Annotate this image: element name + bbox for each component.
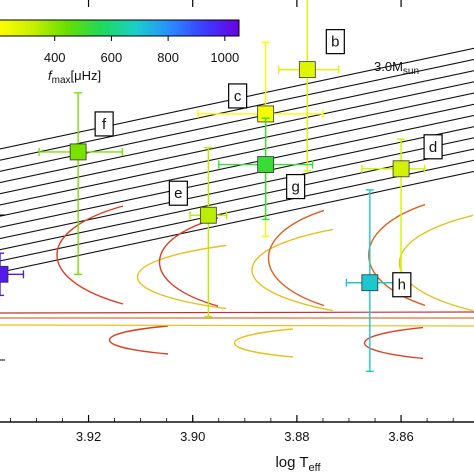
x-axis-label: log Teff <box>275 454 321 474</box>
evolutionary-track-hook <box>268 209 325 307</box>
star-point <box>0 252 25 297</box>
track-mass-sub: sun <box>403 66 419 77</box>
evolutionary-track-hook <box>251 228 334 312</box>
colorbar-ticks: 400 600 800 1000 <box>44 36 239 65</box>
colorbar-tick-label: 1000 <box>210 50 239 65</box>
star-point-f: f <box>38 92 124 275</box>
x-tick-label: 3.92 <box>76 429 101 444</box>
colorbar-label-main: f <box>48 68 53 83</box>
colorbar-label: fmax[μHz] <box>48 68 101 86</box>
point-label: f <box>102 116 107 133</box>
colorbar: 400 600 800 1000 fmax[μHz] <box>0 19 240 86</box>
evolutionary-track-line <box>0 137 474 240</box>
point-marker <box>392 160 410 178</box>
point-label: c <box>234 88 242 105</box>
evolutionary-track-line <box>0 324 474 327</box>
evolutionary-track-line <box>0 114 474 217</box>
star-point-g: g <box>218 117 314 221</box>
plot-frame <box>0 421 474 423</box>
star-point-h: h <box>345 189 412 373</box>
evolutionary-track-hook <box>159 217 219 307</box>
point-label-box <box>286 173 306 200</box>
colorbar-tick-label: 800 <box>157 50 179 65</box>
colorbar-label-sub: max <box>52 75 71 86</box>
evolutionary-track-line <box>0 81 474 184</box>
point-label: g <box>291 179 299 196</box>
evolutionary-track-line <box>0 126 474 228</box>
track-mass-annotation: 3.0Msun <box>374 59 419 77</box>
point-marker <box>298 61 316 79</box>
track-mass-main: 3.0M <box>374 59 403 74</box>
point-marker <box>0 265 9 283</box>
point-label-box <box>325 29 345 55</box>
data-points: b c d e f g h <box>0 0 443 373</box>
colorbar-label-unit: [μHz] <box>71 68 102 83</box>
evolutionary-track-hook <box>56 205 124 305</box>
point-marker <box>361 274 379 292</box>
evolutionary-track-hook <box>137 244 227 310</box>
evolutionary-track-hook <box>363 326 424 360</box>
point-label-box <box>228 83 248 109</box>
point-marker <box>199 206 217 224</box>
x-axis-ticks: 3.92 3.90 3.88 3.86 <box>0 0 454 444</box>
evolutionary-track-line <box>0 170 474 273</box>
point-label-box <box>423 134 443 160</box>
x-axis-label-main: log T <box>275 454 308 471</box>
point-label: b <box>331 34 339 51</box>
evolutionary-track-line <box>0 103 474 206</box>
star-point-e: e <box>168 146 228 318</box>
evolutionary-tracks <box>0 47 474 360</box>
colorbar-tick-label: 600 <box>101 50 123 65</box>
colorbar-tick-label: 400 <box>44 50 66 65</box>
x-tick-label: 3.86 <box>388 429 413 444</box>
point-label-box <box>392 272 412 298</box>
point-label-box <box>94 111 114 137</box>
x-tick-label: 3.90 <box>180 429 205 444</box>
point-label-box <box>168 180 188 206</box>
x-axis-label-sub: eff <box>309 462 322 474</box>
colorbar-gradient <box>0 19 240 37</box>
point-label: e <box>174 185 182 202</box>
point-marker <box>257 156 275 173</box>
evolutionary-track-hook <box>108 325 169 355</box>
point-label: h <box>398 277 406 294</box>
point-marker <box>69 143 87 161</box>
star-point-d: d <box>361 134 443 280</box>
star-point-b: b <box>277 0 345 172</box>
x-tick-label: 3.88 <box>284 429 309 444</box>
evolutionary-track-line <box>0 311 474 314</box>
evolutionary-track-hook <box>398 214 474 312</box>
point-label: d <box>429 139 437 156</box>
evolutionary-track-hook <box>233 328 294 358</box>
evolutionary-track-line <box>0 92 474 195</box>
